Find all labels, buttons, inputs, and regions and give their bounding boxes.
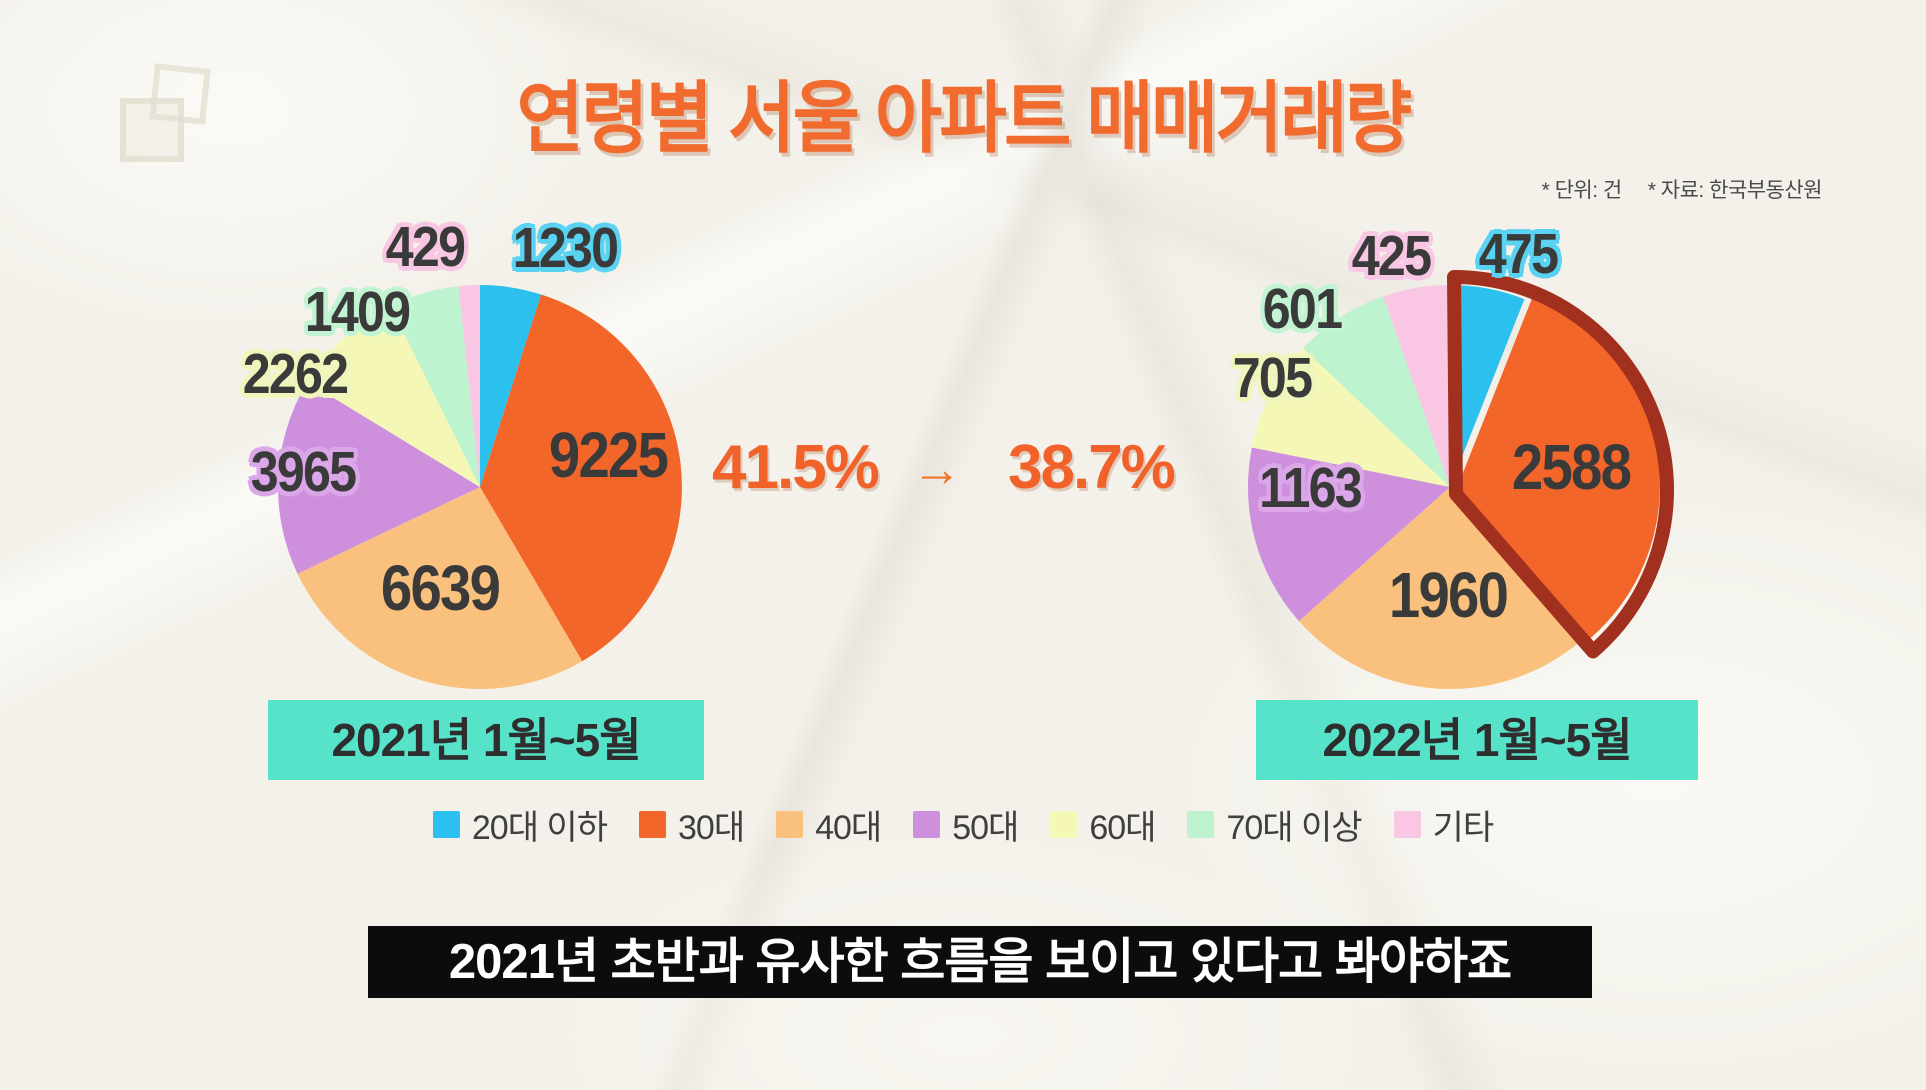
highlight-outline-2030-group	[1447, 270, 1674, 659]
pie-slice-50대	[277, 382, 480, 574]
watermark-logo	[120, 98, 184, 162]
pie-value-50s-2021: 3965	[250, 440, 357, 504]
legend-label: 40대	[815, 809, 882, 847]
pie-slice-30대	[1457, 297, 1660, 639]
legend-label: 50대	[952, 809, 1019, 847]
pie-slice-60대	[307, 305, 480, 487]
legend-label: 기타	[1432, 809, 1495, 847]
legend-swatch	[1050, 811, 1078, 838]
pie-slice-50대	[1247, 447, 1450, 622]
legend-swatch	[1393, 811, 1421, 838]
pie-value-50s-2022: 1163	[1259, 456, 1363, 520]
legend-item-50s: 50대	[913, 800, 1019, 849]
legend: 20대 이하 30대 40대 50대 60대 70대 이상 기타	[0, 800, 1926, 849]
period-label-2022: 2022년 1월~5월	[1256, 700, 1698, 780]
callout-percent-2021: 41.5%	[712, 433, 880, 502]
legend-item-etc: 기타	[1393, 800, 1495, 849]
pie-slice-70대 이상	[1303, 296, 1450, 487]
legend-swatch	[639, 811, 666, 838]
pie-value-30s-2022: 2588	[1511, 431, 1632, 503]
legend-label: 20대 이하	[471, 809, 608, 847]
pie-value-60s-2022: 705	[1232, 346, 1313, 410]
pie-value-20s-2021: 1230	[512, 216, 619, 280]
legend-item-30s: 30대	[639, 800, 745, 849]
data-source-note: * 자료: 한국부동산원	[1647, 179, 1823, 202]
legend-item-20s: 20대 이하	[432, 800, 608, 849]
pie-value-40s-2022: 1960	[1388, 559, 1509, 631]
legend-label: 60대	[1089, 809, 1156, 847]
pie-value-40s-2021: 6639	[380, 552, 501, 624]
caption-banner: 2021년 초반과 유사한 흐름을 보이고 있다고 봐야하죠	[368, 926, 1592, 998]
source-note: * 단위: 건 * 자료: 한국부동산원	[1541, 174, 1823, 204]
legend-swatch	[776, 811, 804, 838]
pie-slice-기타	[1383, 285, 1450, 487]
unit-note: * 단위: 건	[1541, 179, 1623, 202]
pie-slice-30대	[480, 294, 682, 662]
legend-item-60s: 60대	[1050, 800, 1156, 849]
arrow-right-icon: →	[912, 441, 962, 497]
pie-chart-2022	[1247, 270, 1674, 690]
callout-percent-2022: 38.7%	[1008, 433, 1176, 502]
pie-value-etc-2022: 425	[1351, 224, 1432, 288]
legend-swatch	[432, 811, 460, 838]
pie-value-70s-2021: 1409	[304, 280, 411, 344]
pie-value-60s-2021: 2262	[242, 342, 349, 406]
pie-value-70s-2022: 601	[1262, 277, 1343, 341]
legend-label: 30대	[678, 809, 745, 847]
legend-swatch	[913, 811, 941, 838]
pie-slice-기타	[458, 285, 480, 487]
legend-label: 70대 이상	[1226, 809, 1362, 847]
page-title: 연령별 서울 아파트 매매거래량	[516, 74, 1413, 162]
legend-item-70s: 70대 이상	[1187, 800, 1363, 849]
pie-slice-20대 이하	[480, 285, 542, 487]
pie-slice-60대	[1251, 348, 1450, 487]
pie-value-20s-2022: 475	[1478, 222, 1559, 286]
pie-slice-40대	[297, 487, 583, 689]
period-label-2021: 2021년 1월~5월	[268, 700, 704, 780]
pie-value-30s-2021: 9225	[548, 419, 669, 491]
pie-slice-40대	[1298, 487, 1582, 690]
pie-slice-70대 이상	[390, 286, 480, 487]
legend-swatch	[1187, 811, 1215, 838]
pie-value-etc-2021: 429	[385, 215, 466, 279]
legend-item-40s: 40대	[776, 800, 882, 849]
pie-slice-20대 이하	[1450, 285, 1525, 487]
pie-chart-2021	[277, 285, 682, 689]
